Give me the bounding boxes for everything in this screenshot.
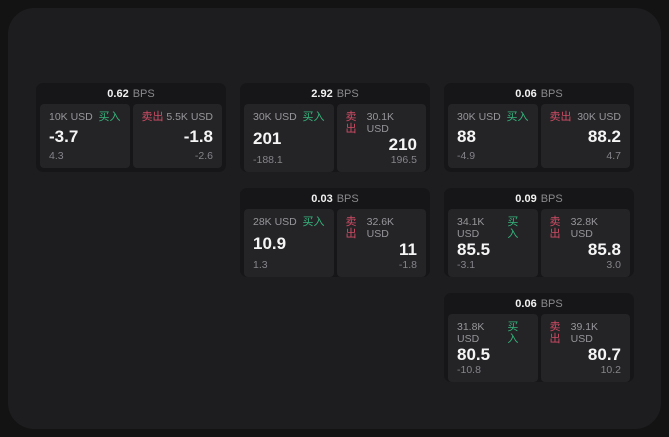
sell-badge: 卖出 [345,111,357,135]
buy-notional: 10K USD [49,111,93,123]
sell-change: 4.7 [606,150,621,162]
buy-price: 85.5 [457,240,491,259]
bps-value: 0.06 [515,297,537,310]
bps-unit-label: BPS [336,87,359,100]
bps-value: 0.03 [311,192,333,205]
sell-notional: 39.1K USD [570,321,599,345]
buy-badge: 买入 [506,111,529,123]
buy-panel[interactable]: 10K USD 买入 -3.7 4.3 [40,104,130,168]
quote-card-grid: 0.62 BPS 10K USD 买入 -3.7 4.3 卖出 5.5K USD [36,83,634,382]
buy-notional: 30K USD [457,111,501,123]
buy-price: 10.9 [253,234,287,253]
quote-panels: 30K USD 买入 88 -4.9 卖出 30K USD 88.2 4.7 [448,104,630,168]
bps-header: 0.09 BPS [448,188,630,209]
buy-notional: 30K USD [253,111,297,123]
bps-header: 0.03 BPS [244,188,426,209]
quote-card: 0.06 BPS 30K USD 买入 88 -4.9 卖出 30K USD [444,83,634,172]
buy-notional: 31.8K USD [457,321,485,345]
bps-value: 2.92 [311,87,333,100]
sell-badge: 卖出 [549,321,561,345]
sell-price: 88.2 [587,127,621,146]
sell-notional: 30.1K USD [366,111,395,135]
buy-badge: 买入 [507,216,519,240]
bps-header: 0.62 BPS [40,83,222,104]
sell-badge: 卖出 [549,111,572,123]
bps-unit-label: BPS [132,87,155,100]
bps-value: 0.62 [107,87,129,100]
buy-change: 1.3 [253,259,268,271]
buy-panel[interactable]: 31.8K USD 买入 80.5 -10.8 [448,314,538,382]
quote-panels: 28K USD 买入 10.9 1.3 卖出 32.6K USD 11 -1.8 [244,209,426,277]
bps-value: 0.09 [515,192,537,205]
app-window: 0.62 BPS 10K USD 买入 -3.7 4.3 卖出 5.5K USD [8,8,661,429]
quote-card: 0.09 BPS 34.1K USD 买入 85.5 -3.1 卖出 32.8K… [444,188,634,277]
sell-panel[interactable]: 卖出 32.8K USD 85.8 3.0 [540,209,630,277]
bps-header: 2.92 BPS [244,83,426,104]
sell-panel[interactable]: 卖出 39.1K USD 80.7 10.2 [540,314,630,382]
sell-change: 3.0 [606,259,621,271]
buy-notional: 34.1K USD [457,216,485,240]
sell-price: 210 [388,135,417,154]
bps-header: 0.06 BPS [448,83,630,104]
quote-card: 2.92 BPS 30K USD 买入 201 -188.1 卖出 30.1K … [240,83,430,172]
buy-change: 4.3 [49,150,64,162]
sell-notional: 32.8K USD [570,216,599,240]
quote-panels: 31.8K USD 买入 80.5 -10.8 卖出 39.1K USD 80.… [448,314,630,382]
sell-notional: 5.5K USD [166,111,213,123]
sell-panel[interactable]: 卖出 5.5K USD -1.8 -2.6 [132,104,222,168]
buy-price: 88 [457,127,476,146]
buy-price: 80.5 [457,345,491,364]
bps-header: 0.06 BPS [448,293,630,314]
buy-badge: 买入 [98,111,121,123]
bps-unit-label: BPS [336,192,359,205]
buy-badge: 买入 [507,321,519,345]
buy-panel[interactable]: 30K USD 买入 88 -4.9 [448,104,538,168]
sell-price: 80.7 [587,345,621,364]
quote-card: 0.62 BPS 10K USD 买入 -3.7 4.3 卖出 5.5K USD [36,83,226,172]
buy-panel[interactable]: 30K USD 买入 201 -188.1 [244,104,334,172]
quote-card: 0.03 BPS 28K USD 买入 10.9 1.3 卖出 32.6K US… [240,188,430,277]
buy-price: -3.7 [49,127,79,146]
sell-notional: 30K USD [577,111,621,123]
sell-price: 85.8 [587,240,621,259]
buy-panel[interactable]: 28K USD 买入 10.9 1.3 [244,209,334,277]
sell-notional: 32.6K USD [366,216,395,240]
sell-panel[interactable]: 卖出 32.6K USD 11 -1.8 [336,209,426,277]
sell-badge: 卖出 [141,111,164,123]
buy-badge: 买入 [302,216,325,228]
sell-badge: 卖出 [549,216,561,240]
buy-badge: 买入 [302,111,325,123]
bps-unit-label: BPS [540,297,563,310]
buy-change: -3.1 [457,259,476,271]
sell-price: -1.8 [183,127,213,146]
buy-notional: 28K USD [253,216,297,228]
quote-panels: 30K USD 买入 201 -188.1 卖出 30.1K USD 210 1… [244,104,426,172]
bps-unit-label: BPS [540,192,563,205]
quote-panels: 10K USD 买入 -3.7 4.3 卖出 5.5K USD -1.8 -2.… [40,104,222,168]
buy-panel[interactable]: 34.1K USD 买入 85.5 -3.1 [448,209,538,277]
sell-change: 10.2 [600,364,621,376]
buy-change: -10.8 [457,364,481,376]
quote-panels: 34.1K USD 买入 85.5 -3.1 卖出 32.8K USD 85.8… [448,209,630,277]
sell-price: 11 [399,240,417,259]
sell-panel[interactable]: 卖出 30K USD 88.2 4.7 [540,104,630,168]
quote-card: 0.06 BPS 31.8K USD 买入 80.5 -10.8 卖出 39.1… [444,293,634,382]
sell-change: -1.8 [398,259,417,271]
sell-change: -2.6 [194,150,213,162]
bps-value: 0.06 [515,87,537,100]
buy-price: 201 [253,129,282,148]
bps-unit-label: BPS [540,87,563,100]
buy-change: -4.9 [457,150,476,162]
sell-badge: 卖出 [345,216,357,240]
sell-panel[interactable]: 卖出 30.1K USD 210 196.5 [336,104,426,172]
sell-change: 196.5 [390,154,417,166]
buy-change: -188.1 [253,154,283,166]
